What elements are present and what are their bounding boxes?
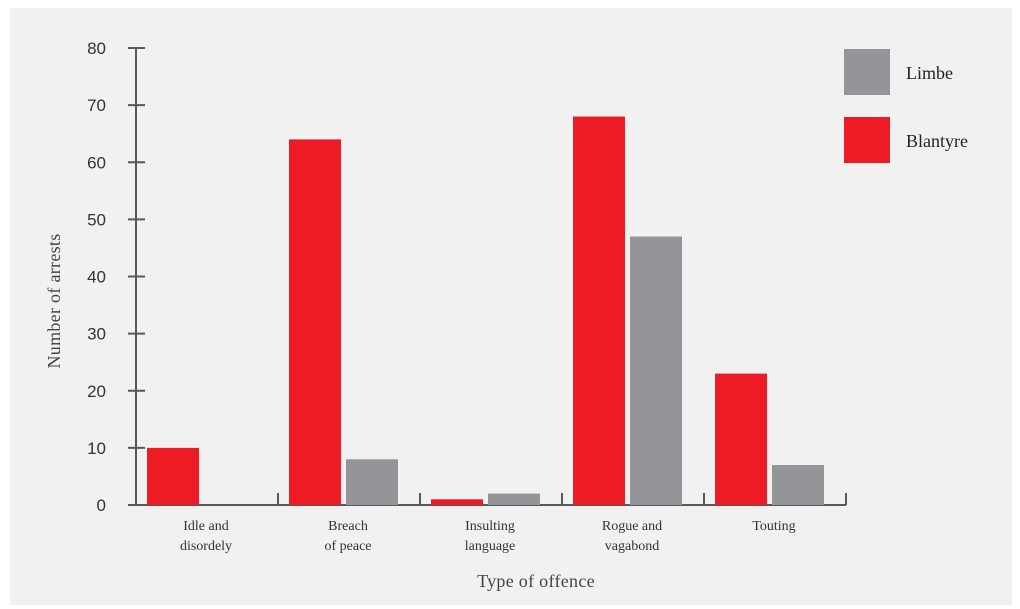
bar-limbe: [346, 459, 398, 505]
legend-label-blantyre: Blantyre: [906, 131, 968, 151]
y-tick-label: 80: [87, 39, 106, 58]
y-tick-label: 60: [87, 153, 106, 172]
x-category-label: Idle and: [183, 519, 228, 534]
bar-blantyre: [289, 139, 341, 505]
x-category-label: disordely: [180, 539, 232, 554]
x-category-label: Touting: [752, 519, 795, 534]
x-category-label: Insulting: [465, 519, 515, 534]
x-category-label: Breach: [328, 519, 368, 534]
y-tick-label: 10: [87, 439, 106, 458]
bar-blantyre: [431, 499, 483, 505]
chart-panel: 0 10 20 30 40 50 60 70 80 Idle and disordely Breach…: [10, 8, 1012, 605]
legend-swatch-blantyre: [844, 117, 890, 163]
bar-chart: 0 10 20 30 40 50 60 70 80 Idle and disordely Breach…: [44, 39, 968, 591]
x-category-label: language: [465, 539, 516, 554]
y-tick-label: 70: [87, 96, 106, 115]
bar-blantyre: [147, 447, 199, 505]
y-tick-label: 0: [97, 496, 106, 515]
bar-blantyre: [715, 373, 767, 505]
legend-label-limbe: Limbe: [906, 63, 953, 83]
y-tick-label: 30: [87, 325, 106, 344]
x-category-label: of peace: [324, 539, 371, 554]
bar-limbe: [772, 465, 824, 505]
bar-limbe: [488, 493, 540, 505]
y-tick-label: 20: [87, 382, 106, 401]
x-category-label: Rogue and: [602, 519, 662, 534]
legend-swatch-limbe: [844, 49, 890, 95]
y-tick-label: 40: [87, 268, 106, 287]
bar-limbe: [630, 236, 682, 505]
x-category-label: vagabond: [605, 539, 659, 554]
bar-blantyre: [573, 116, 625, 506]
y-axis-title: Number of arrests: [44, 233, 64, 368]
y-tick-label: 50: [87, 210, 106, 229]
x-axis-title: Type of offence: [477, 571, 595, 591]
